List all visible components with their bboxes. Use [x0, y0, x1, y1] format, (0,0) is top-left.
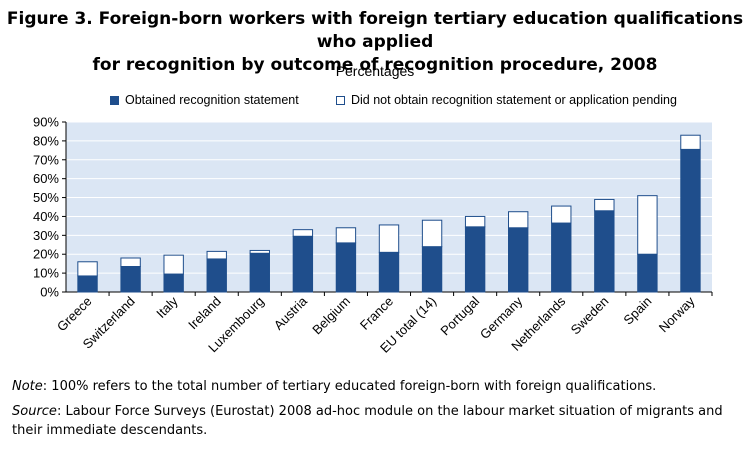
y-tick-label: 40%	[33, 209, 59, 224]
bar-not-obtained	[680, 134, 701, 150]
figure-title: Figure 3. Foreign-born workers with fore…	[0, 8, 750, 77]
bar-obtained	[206, 258, 227, 293]
bar-obtained	[249, 252, 270, 293]
bar-obtained	[77, 275, 98, 293]
x-tick-label: Portugal	[437, 293, 482, 338]
bar-not-obtained	[421, 219, 443, 248]
bar-not-obtained	[378, 224, 400, 253]
bar-not-obtained	[206, 250, 227, 260]
bar-obtained	[335, 242, 357, 293]
bar-not-obtained	[120, 257, 141, 267]
chart-legend: Obtained recognition statement Did not o…	[0, 93, 750, 111]
x-tick-label: Greece	[54, 294, 95, 335]
bar-obtained	[378, 251, 400, 293]
legend-label-obtained: Obtained recognition statement	[125, 93, 299, 107]
bar-obtained	[120, 266, 141, 293]
y-tick-label: 50%	[33, 190, 59, 205]
x-tick-label: Spain	[620, 294, 654, 328]
figure-title-line-2: for recognition by outcome of recognitio…	[92, 55, 658, 75]
stacked-bar-chart: 0%10%20%30%40%50%60%70%80%90%GreeceSwitz…	[33, 115, 713, 356]
bar-obtained	[594, 210, 615, 293]
x-tick-label: France	[357, 294, 396, 333]
legend-swatch-not-obtained	[336, 95, 345, 105]
bar-not-obtained	[335, 227, 357, 244]
note-text: Note: 100% refers to the total number of…	[12, 377, 738, 396]
x-tick-label: Norway	[656, 293, 698, 335]
bar-not-obtained	[163, 254, 184, 275]
bar-obtained	[292, 235, 314, 293]
source-label: Source	[12, 404, 57, 419]
legend-label-not-obtained: Did not obtain recognition statement or …	[351, 93, 677, 107]
y-tick-label: 80%	[33, 133, 59, 148]
x-tick-label: Ireland	[185, 294, 224, 333]
y-tick-label: 30%	[33, 228, 59, 243]
y-tick-label: 60%	[33, 171, 59, 186]
y-tick-label: 20%	[33, 247, 59, 262]
legend-item-obtained: Obtained recognition statement	[110, 93, 299, 107]
source-body: : Labour Force Surveys (Eurostat) 2008 a…	[12, 404, 723, 438]
bar-not-obtained	[508, 211, 529, 229]
source-text: Source: Labour Force Surveys (Eurostat) …	[12, 402, 738, 440]
bar-not-obtained	[464, 215, 486, 228]
note-body: : 100% refers to the total number of ter…	[42, 379, 657, 394]
y-tick-label: 90%	[33, 115, 59, 130]
figure-subtitle: Percentages	[335, 63, 415, 79]
bar-not-obtained	[249, 249, 270, 254]
bar-not-obtained	[594, 198, 615, 212]
bar-obtained	[680, 148, 701, 293]
bar-not-obtained	[637, 195, 658, 255]
bar-obtained	[637, 253, 658, 293]
bar-not-obtained	[77, 261, 98, 277]
bar-obtained	[551, 222, 572, 293]
y-tick-label: 10%	[33, 266, 59, 281]
bar-obtained	[464, 226, 486, 293]
y-tick-label: 0%	[40, 285, 59, 300]
bar-not-obtained	[292, 229, 314, 237]
legend-swatch-obtained	[110, 95, 119, 105]
x-tick-label: Sweden	[568, 294, 612, 338]
x-tick-label: Austria	[271, 293, 311, 333]
y-tick-label: 70%	[33, 152, 59, 167]
bar-obtained	[508, 227, 529, 293]
x-tick-label: Italy	[153, 293, 181, 321]
figure-title-line-1: Figure 3. Foreign-born workers with fore…	[6, 9, 744, 52]
legend-item-not-obtained: Did not obtain recognition statement or …	[336, 93, 677, 107]
bar-not-obtained	[551, 205, 572, 224]
x-tick-label: Belgium	[309, 294, 353, 338]
bar-obtained	[421, 246, 443, 293]
bar-obtained	[163, 273, 184, 293]
note-label: Note	[12, 379, 43, 394]
